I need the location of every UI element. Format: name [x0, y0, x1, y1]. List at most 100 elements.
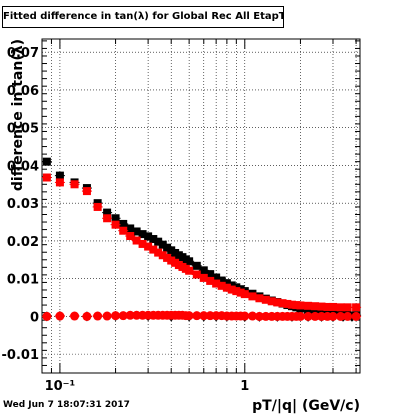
data-point — [93, 202, 102, 211]
data-point — [295, 311, 305, 321]
data-point — [236, 288, 245, 297]
series-0 — [41, 157, 362, 320]
y-tick-label: 0.06 — [7, 84, 39, 99]
data-point — [317, 302, 326, 311]
data-point — [185, 257, 194, 266]
data-point — [240, 311, 250, 321]
data-point — [42, 173, 51, 182]
y-tick-label: 0.02 — [7, 235, 39, 250]
data-point — [163, 253, 172, 262]
data-point — [192, 270, 201, 279]
timestamp: Wed Jun 7 18:07:31 2017 — [3, 400, 130, 410]
data-point — [232, 287, 241, 296]
data-point — [336, 311, 346, 321]
y-tick-label: 0.07 — [7, 46, 39, 61]
data-point — [132, 227, 141, 236]
data-point — [199, 311, 209, 321]
data-point — [323, 302, 332, 311]
data-point — [328, 311, 338, 321]
data-point — [227, 285, 236, 294]
y-tick-label: 0.01 — [7, 273, 39, 288]
data-point — [248, 292, 257, 301]
series-1 — [41, 173, 362, 312]
x-tick-label: 10⁻¹ — [45, 379, 76, 394]
data-point — [328, 302, 337, 311]
data-point — [199, 266, 208, 275]
data-point — [261, 295, 270, 304]
data-point — [154, 237, 163, 246]
data-point — [111, 214, 120, 223]
data-point — [247, 311, 257, 321]
data-point — [206, 276, 215, 285]
data-point — [42, 311, 52, 321]
data-point — [311, 307, 320, 316]
data-point — [255, 294, 264, 303]
data-point — [111, 220, 120, 229]
y-tick-label: 0.04 — [7, 159, 39, 174]
data-point — [303, 311, 313, 321]
data-point — [304, 301, 313, 310]
data-point — [296, 301, 305, 310]
data-point — [126, 224, 135, 233]
data-point — [149, 235, 158, 244]
series-3 — [41, 310, 362, 321]
data-point — [199, 273, 208, 282]
data-point — [185, 266, 194, 275]
data-point — [82, 311, 92, 321]
data-point — [103, 214, 112, 223]
y-tick-label: 0.05 — [7, 122, 39, 137]
data-point — [163, 243, 172, 252]
data-point — [70, 180, 79, 189]
axes-frame — [41, 38, 361, 374]
data-point — [119, 219, 128, 228]
data-point — [144, 242, 153, 251]
data-point — [311, 302, 320, 311]
chart-title: Fitted difference in tan(λ) for Global R… — [2, 6, 284, 28]
grid — [41, 39, 360, 373]
data-point — [102, 311, 112, 321]
y-tick-label: 0 — [30, 310, 39, 325]
data-point — [343, 311, 353, 321]
data-point — [206, 270, 215, 279]
data-point — [240, 290, 249, 299]
data-point — [138, 230, 147, 239]
plot-frame — [41, 38, 361, 374]
axis-labels: pT/|q| (GeV/c) difference in tan(λ) — [10, 39, 360, 414]
data-point — [217, 281, 226, 290]
data-point — [126, 232, 135, 241]
data-point — [93, 311, 103, 321]
data-point — [343, 303, 352, 312]
data-point — [222, 279, 231, 288]
y-axis-label: difference in tan(λ) — [10, 39, 26, 191]
data-series — [41, 157, 362, 322]
data-point — [184, 311, 194, 321]
data-point — [42, 157, 51, 166]
data-point — [158, 251, 167, 260]
data-point — [352, 303, 361, 312]
data-point — [111, 311, 121, 321]
data-point — [267, 297, 276, 306]
data-point — [70, 311, 80, 321]
data-point — [132, 236, 141, 245]
data-point — [212, 279, 221, 288]
x-axis-label: pT/|q| (GeV/c) — [252, 398, 360, 414]
data-point — [227, 281, 236, 290]
data-point — [351, 311, 361, 321]
axis-ticks: 10⁻¹ 1 -0.01 0 0.01 0.02 0.03 0.04 0.05 0.06 0.07 — [2, 39, 360, 394]
data-point — [273, 298, 282, 307]
data-point — [125, 310, 135, 320]
data-point — [118, 311, 128, 321]
x-tick-label: 1 — [240, 379, 249, 394]
data-point — [55, 311, 65, 321]
data-point — [55, 171, 64, 180]
data-point — [138, 239, 147, 248]
data-point — [82, 187, 91, 196]
data-point — [278, 299, 287, 308]
data-point — [158, 240, 167, 249]
data-point — [192, 311, 202, 321]
y-tick-label: -0.01 — [2, 348, 39, 363]
data-point — [144, 232, 153, 241]
y-tick-label: 0.03 — [7, 197, 39, 212]
data-point — [103, 208, 112, 217]
